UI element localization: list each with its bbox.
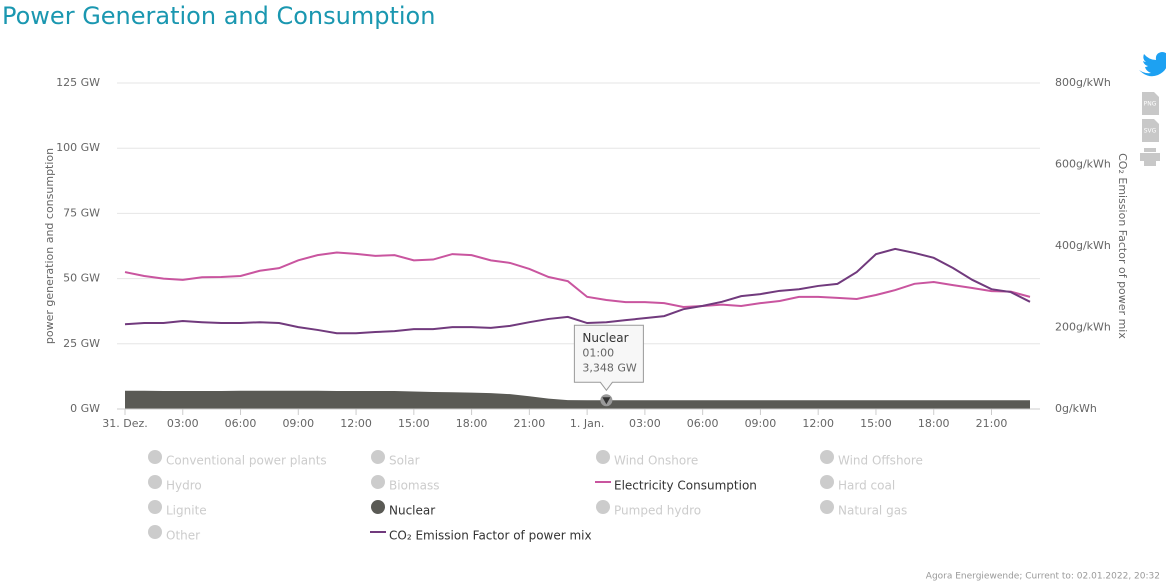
legend-symbol: [596, 500, 610, 514]
legend-label: Electricity Consumption: [614, 479, 757, 493]
x-tick-label: 06:00: [687, 417, 719, 430]
x-tick-label: 21:00: [514, 417, 546, 430]
hover-marker-arrow: [602, 397, 611, 405]
y2-tick-label: 0g/kWh: [1055, 402, 1097, 415]
y-axis-title: power generation and consumption: [43, 148, 56, 344]
legend-symbol: [820, 500, 834, 514]
tooltip-time: 01:00: [582, 346, 614, 359]
tooltip-series: Nuclear: [582, 331, 628, 345]
y2-tick-label: 400g/kWh: [1055, 239, 1111, 252]
x-tick-label: 09:00: [745, 417, 777, 430]
y-tick-label: 75 GW: [63, 206, 100, 219]
legend-label: Hard coal: [838, 479, 895, 493]
x-tick-label: 12:00: [340, 417, 372, 430]
y-tick-label: 125 GW: [56, 76, 100, 89]
area: [125, 390, 1030, 409]
y2-axis-title: CO₂ Emission Factor of power mix: [1116, 153, 1129, 339]
legend-symbol: [371, 475, 385, 489]
x-tick-label: 03:00: [167, 417, 199, 430]
png-icon[interactable]: [1142, 92, 1159, 115]
legend-symbol: [820, 475, 834, 489]
x-tick-label: 1. Jan.: [570, 417, 604, 430]
legend-symbol: [820, 450, 834, 464]
legend-label: Natural gas: [838, 504, 907, 518]
png-label: PNG: [1144, 101, 1157, 108]
source: Agora Energiewende; Current to: 02.01.20…: [926, 572, 1160, 581]
x-tick-label: 18:00: [918, 417, 950, 430]
line: [124, 251, 1031, 309]
x-tick-label: 06:00: [225, 417, 257, 430]
y2-tick-label: 800g/kWh: [1055, 76, 1111, 89]
legend-symbol: [148, 475, 162, 489]
chart-title: Power Generation and Consumption: [2, 2, 435, 30]
x-tick-label: 15:00: [860, 417, 892, 430]
y2-tick-label: 600g/kWh: [1055, 158, 1111, 171]
x-tick-label: 15:00: [398, 417, 430, 430]
y-tick-label: 0 GW: [70, 402, 100, 415]
x-tick-label: 18:00: [456, 417, 488, 430]
x-tick-label: 31. Dez.: [102, 417, 148, 430]
legend-label: Solar: [389, 454, 420, 468]
line: [124, 247, 1031, 335]
y2-tick-label: 200g/kWh: [1055, 321, 1111, 334]
y-tick-label: 25 GW: [63, 337, 100, 350]
y-tick-label: 100 GW: [56, 141, 100, 154]
legend-label: Pumped hydro: [614, 504, 701, 518]
y-tick-label: 50 GW: [63, 272, 100, 285]
legend-label: Lignite: [166, 504, 207, 518]
twitter-icon[interactable]: [1139, 52, 1166, 77]
legend-label: Wind Onshore: [614, 454, 698, 468]
x-tick-label: 12:00: [802, 417, 834, 430]
legend-symbol: [148, 525, 162, 539]
legend-symbol: [148, 500, 162, 514]
legend-label: Other: [166, 529, 200, 543]
legend-label: Biomass: [389, 479, 439, 493]
x-tick-label: 03:00: [629, 417, 661, 430]
legend-label: Hydro: [166, 479, 202, 493]
legend-label: Wind Offshore: [838, 454, 923, 468]
legend-label: Conventional power plants: [166, 454, 327, 468]
legend-label: Nuclear: [389, 504, 435, 518]
tooltip-box: [573, 324, 644, 392]
legend-label: CO₂ Emission Factor of power mix: [389, 529, 592, 543]
legend-symbol: [371, 500, 385, 514]
x-tick-label: 09:00: [282, 417, 314, 430]
legend-symbol: [596, 450, 610, 464]
x-tick-label: 21:00: [976, 417, 1008, 430]
print-icon[interactable]: [1140, 148, 1160, 166]
tooltip-value: 3,348 GW: [582, 361, 637, 374]
legend-symbol: [148, 450, 162, 464]
svg-label: SVG: [1144, 128, 1157, 135]
svg-icon[interactable]: [1142, 119, 1159, 142]
legend-symbol: [371, 450, 385, 464]
